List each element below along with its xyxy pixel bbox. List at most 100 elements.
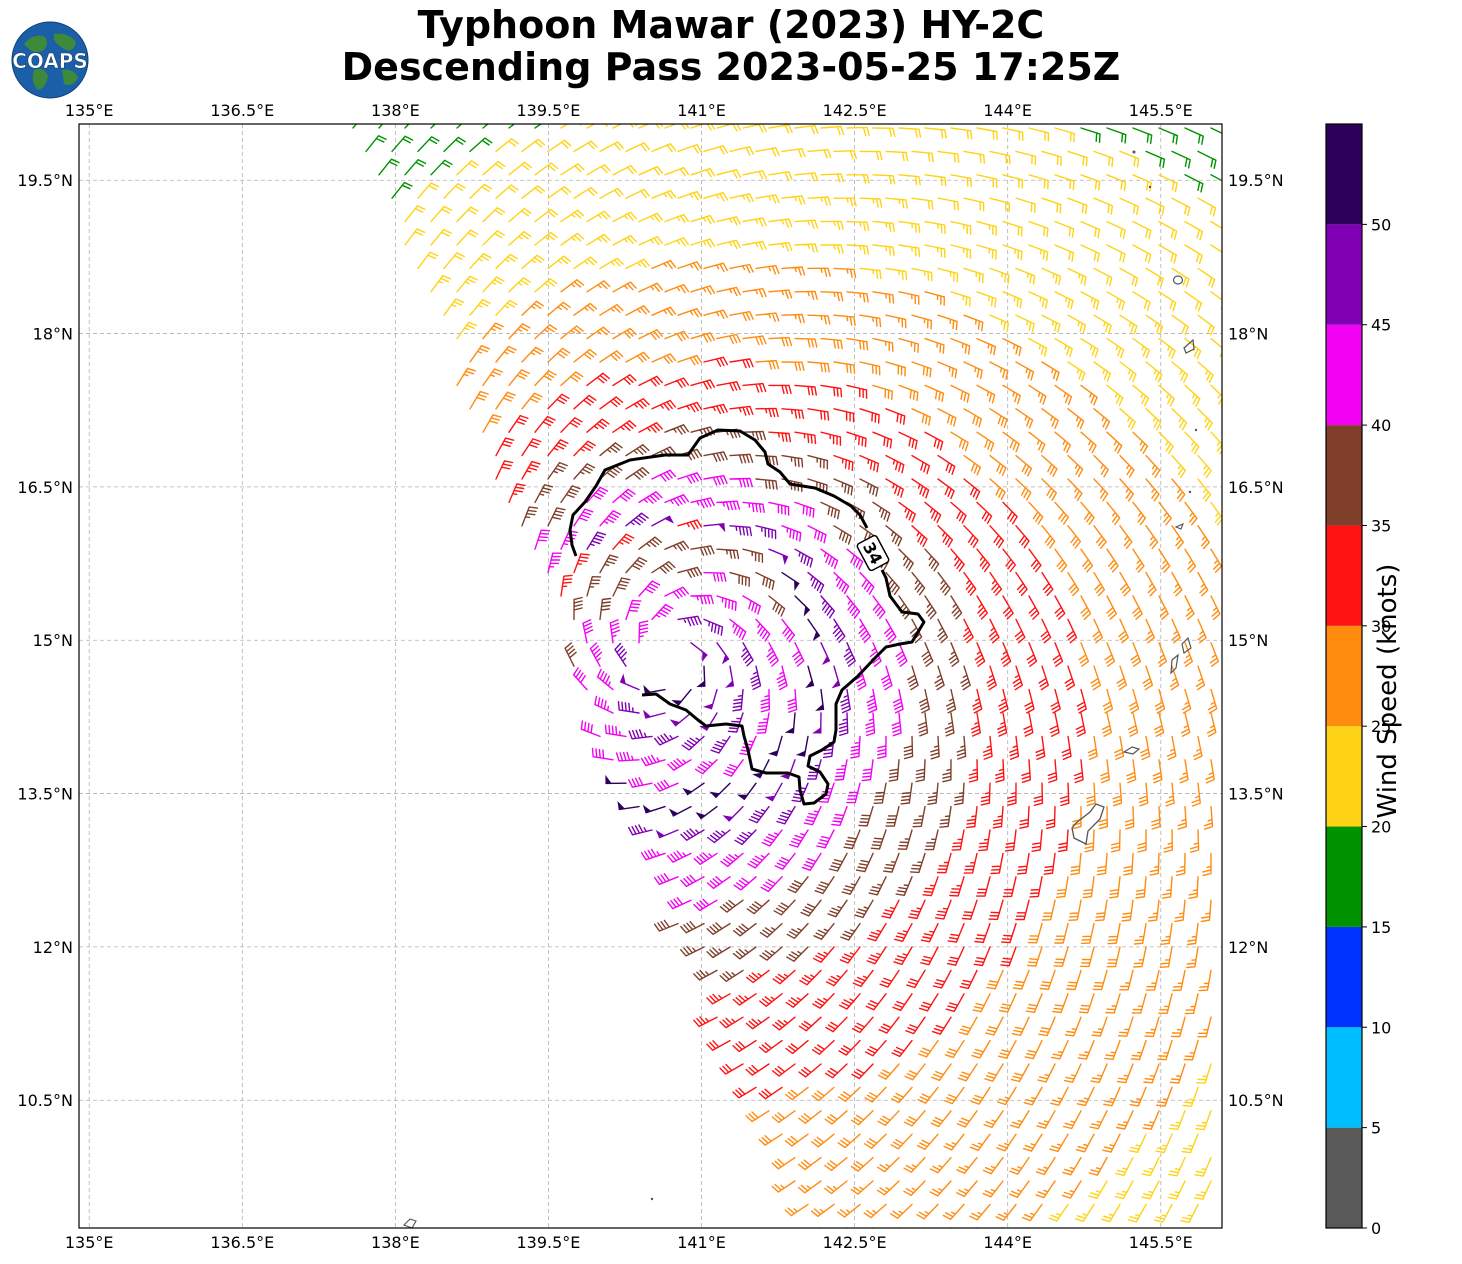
wind-barb	[1009, 735, 1020, 760]
wind-barb	[508, 369, 530, 387]
wind-barb	[742, 595, 761, 615]
wind-barb	[1041, 314, 1061, 334]
wind-barb	[1171, 150, 1191, 169]
wind-barb	[813, 922, 835, 940]
wind-barb	[768, 735, 783, 757]
wind-barb	[864, 1086, 887, 1103]
wind-barb	[521, 392, 543, 410]
wind-barb	[786, 922, 809, 939]
wind-barb	[495, 391, 516, 410]
wind-barb	[560, 232, 585, 246]
title-line-1: Typhoon Mawar (2023) HY-2C	[417, 3, 1045, 47]
wind-barb	[893, 946, 913, 965]
wind-barb	[861, 759, 874, 782]
wind-barb	[352, 124, 358, 129]
wind-barb	[1119, 525, 1133, 549]
wind-barb	[885, 571, 900, 596]
wind-barb	[1070, 852, 1082, 876]
wind-barb	[755, 571, 775, 590]
wind-barb	[1196, 1063, 1212, 1084]
wind-barb	[865, 993, 887, 1011]
wind-barb	[903, 1156, 926, 1173]
wind-barb	[664, 540, 690, 552]
wind-barb	[1210, 127, 1222, 135]
colorbar-tick-label: 30	[1371, 617, 1391, 636]
wind-barb	[703, 309, 728, 320]
colorbar-frame	[1325, 123, 1363, 1229]
wind-barb	[1123, 852, 1134, 876]
wind-barb	[1181, 1133, 1199, 1154]
wind-barb	[534, 278, 558, 293]
colorbar-segment	[1326, 1127, 1362, 1228]
wind-barb	[794, 595, 811, 617]
wind-barb	[846, 595, 861, 619]
wind-barb	[716, 216, 741, 226]
wind-barb	[1135, 876, 1147, 899]
wind-barb	[742, 124, 767, 133]
wind-barb	[693, 898, 718, 912]
wind-barb	[703, 262, 728, 272]
wind-barb	[547, 301, 571, 316]
island-outlines	[403, 150, 1198, 1228]
wind-barb	[864, 1133, 887, 1149]
wind-barb	[599, 510, 622, 527]
wind-barb	[667, 897, 692, 910]
colorbar-tick-label: 35	[1371, 516, 1391, 535]
wind-barb	[1002, 291, 1023, 309]
wind-barb	[729, 618, 747, 641]
wind-barb	[807, 571, 825, 594]
wind-barb	[573, 140, 598, 153]
wind-barb	[736, 782, 757, 801]
wind-barb	[1191, 782, 1201, 807]
wind-barb	[752, 759, 770, 779]
wind-barb	[643, 684, 666, 694]
wind-barb	[547, 439, 569, 457]
wind-barb	[722, 805, 744, 822]
wind-barb	[521, 438, 542, 457]
wind-barb	[807, 267, 831, 277]
lat-tick-label-right: 10.5°N	[1228, 1091, 1284, 1110]
wind-barb	[943, 1133, 965, 1151]
wind-barb	[742, 501, 765, 513]
wind-barb	[798, 1063, 822, 1078]
wind-barb	[746, 969, 770, 984]
wind-barb	[677, 448, 703, 461]
wind-barb	[1094, 899, 1108, 922]
wind-barb	[954, 782, 965, 806]
lon-tick-label-top: 142.5°E	[823, 101, 887, 120]
wind-barb	[838, 993, 861, 1010]
wind-barb	[820, 337, 843, 350]
wind-barb	[839, 946, 861, 964]
wind-barb	[924, 337, 945, 354]
wind-barb	[719, 1063, 744, 1075]
wind-barb	[957, 1063, 978, 1082]
wind-barb	[1038, 665, 1049, 691]
wind-barb	[495, 299, 518, 316]
wind-barb	[958, 1016, 978, 1036]
wind-barb	[773, 899, 796, 916]
wind-barb	[950, 127, 973, 140]
wind-barb	[833, 525, 852, 545]
wind-barb	[812, 993, 835, 1009]
wind-barb	[547, 507, 566, 527]
wind-barb	[883, 852, 900, 873]
lat-tick-label-right: 15°N	[1228, 631, 1268, 650]
wind-barb	[824, 1110, 848, 1125]
wind-barb	[640, 848, 666, 861]
wind-barb	[638, 236, 663, 246]
wind-barb	[870, 829, 887, 850]
wind-barb	[586, 280, 611, 293]
wind-barb	[716, 548, 740, 560]
wind-barb	[755, 618, 771, 642]
wind-barb	[963, 150, 985, 164]
wind-barb	[508, 124, 516, 129]
wind-barb	[812, 946, 835, 963]
wind-barb	[1009, 1110, 1030, 1129]
wind-barb	[1119, 454, 1135, 478]
wind-barb	[443, 136, 466, 153]
wind-barb	[1087, 735, 1098, 761]
wind-barb	[833, 197, 857, 207]
wind-barb	[1068, 899, 1082, 922]
wind-barb	[1041, 571, 1054, 597]
wind-barb	[859, 478, 879, 497]
